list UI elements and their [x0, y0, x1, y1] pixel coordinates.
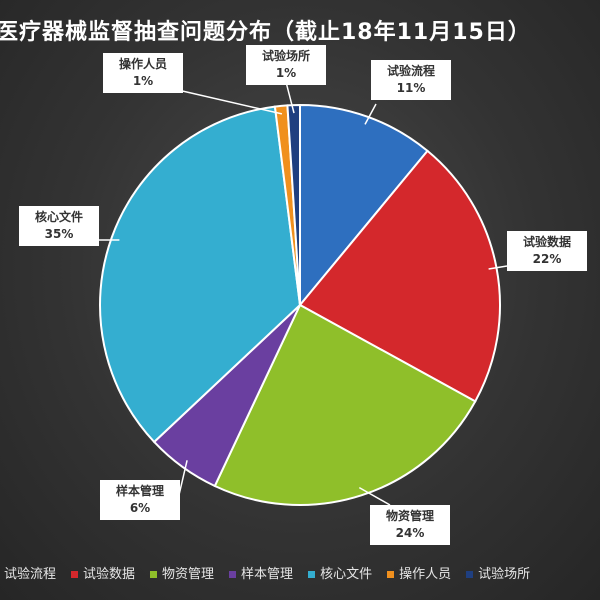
leader-line-3 [358, 486, 391, 506]
legend-swatch [229, 571, 237, 578]
legend-label: 试验流程 [4, 567, 57, 582]
legend-item-4: 样本管理 [229, 563, 293, 582]
data-label-category: 试验流程 [386, 64, 435, 78]
data-label-percent: 22% [532, 252, 562, 266]
data-label-2: 试验数据 22% [507, 231, 587, 271]
pie-slice-1 [299, 103, 429, 308]
data-label-percent: 6% [129, 501, 151, 515]
data-label-percent: 1% [275, 66, 297, 80]
pie-slice-3 [213, 303, 477, 506]
legend-label: 样本管理 [241, 567, 294, 582]
data-label-category: 试验场所 [261, 49, 310, 63]
legend-swatch [387, 571, 395, 578]
data-label-6: 操作人员 1% [103, 53, 183, 93]
data-label-3: 物资管理 24% [370, 505, 450, 545]
pie-slice-7 [286, 103, 301, 306]
legend-label: 核心文件 [320, 567, 373, 582]
leader-line-6 [177, 89, 283, 115]
data-label-7: 试验场所 1% [246, 45, 326, 85]
legend-item-7: 试验场所 [466, 563, 530, 582]
data-label-4: 样本管理 6% [100, 480, 180, 520]
data-label-5: 核心文件 35% [19, 206, 99, 246]
data-label-percent: 11% [396, 81, 426, 95]
pie-slice-5 [99, 105, 302, 444]
data-label-percent: 1% [132, 74, 154, 88]
leader-line-1 [364, 103, 377, 125]
data-label-category: 操作人员 [118, 57, 167, 71]
data-label-category: 试验数据 [522, 235, 571, 249]
legend-swatch [466, 571, 474, 578]
legend-swatch [71, 571, 79, 578]
data-label-category: 样本管理 [115, 484, 164, 498]
data-label-category: 物资管理 [385, 509, 434, 523]
legend-label: 试验场所 [478, 567, 531, 582]
legend-item-3: 物资管理 [150, 563, 214, 582]
data-label-percent: 24% [395, 526, 425, 540]
leader-line-4 [178, 460, 188, 496]
legend-item-6: 操作人员 [387, 563, 451, 582]
leader-line-7 [285, 81, 295, 114]
legend: 试验流程 试验数据 物资管理 样本管理 核心文件 操作人员 试验场所 [0, 563, 600, 582]
chart-title: 医疗器械监督抽查问题分布（截止18年11月15日） [0, 20, 531, 45]
legend-swatch [308, 571, 316, 578]
legend-label: 物资管理 [162, 567, 215, 582]
legend-item-5: 核心文件 [308, 563, 372, 582]
legend-item-2: 试验数据 [71, 563, 135, 582]
data-label-category: 核心文件 [34, 210, 83, 224]
legend-swatch [150, 571, 158, 578]
legend-label: 试验数据 [83, 567, 136, 582]
leader-line-2 [488, 265, 508, 270]
data-label-percent: 35% [44, 227, 74, 241]
legend-item-1: 试验流程 [0, 563, 56, 582]
legend-label: 操作人员 [399, 567, 452, 582]
data-label-1: 试验流程 11% [371, 60, 451, 100]
